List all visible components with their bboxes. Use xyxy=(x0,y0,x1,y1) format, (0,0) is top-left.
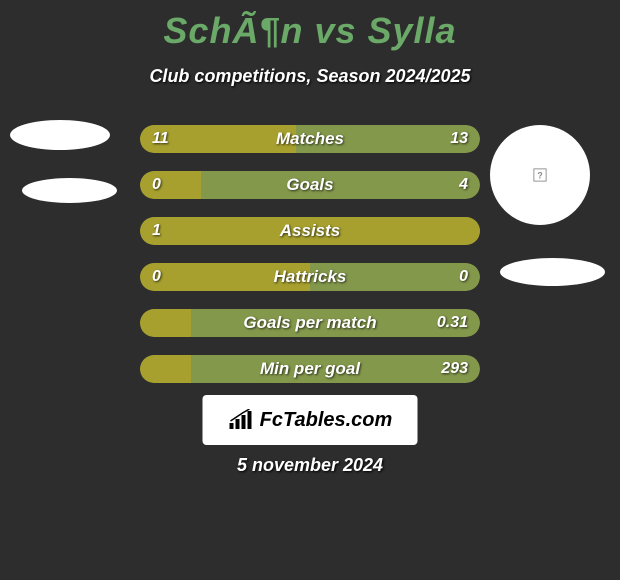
bar-value-right: 4 xyxy=(459,176,468,194)
bar-label: Goals per match xyxy=(243,313,376,333)
bar-value-left: 0 xyxy=(152,268,161,286)
footer-date: 5 november 2024 xyxy=(237,455,383,476)
player-right-shadow xyxy=(500,258,605,286)
stat-bar: Goals per match 0.31 xyxy=(140,309,480,337)
bar-label: Hattricks xyxy=(274,267,347,287)
bar-value-left: 0 xyxy=(152,176,161,194)
bar-left-fill xyxy=(140,309,191,337)
stat-bar: Assists 1 xyxy=(140,217,480,245)
page-title: SchÃ¶n vs Sylla xyxy=(0,0,620,52)
svg-text:?: ? xyxy=(537,171,542,181)
player-left-shadow xyxy=(22,178,117,203)
bar-value-right: 0 xyxy=(459,268,468,286)
player-right-avatar: ? xyxy=(490,125,590,225)
stat-bar: Goals 0 4 xyxy=(140,171,480,199)
bar-label: Assists xyxy=(280,221,340,241)
comparison-bars: Matches1113Goals04Assists1Hattricks00Goa… xyxy=(140,125,480,401)
placeholder-icon: ? xyxy=(533,168,547,182)
bar-left-fill xyxy=(140,171,201,199)
player-left-avatar xyxy=(10,120,110,150)
bar-label: Min per goal xyxy=(260,359,360,379)
bar-value-right: 13 xyxy=(450,130,468,148)
stat-bar: Hattricks 0 0 xyxy=(140,263,480,291)
page-subtitle: Club competitions, Season 2024/2025 xyxy=(0,66,620,87)
brand-chart-icon xyxy=(228,409,254,431)
stat-bar: Matches 11 13 xyxy=(140,125,480,153)
bar-left-fill xyxy=(140,355,191,383)
bar-label: Goals xyxy=(286,175,333,195)
stat-bar: Min per goal 293 xyxy=(140,355,480,383)
bar-value-right: 293 xyxy=(441,360,468,378)
bar-value-left: 1 xyxy=(152,222,161,240)
bar-value-right: 0.31 xyxy=(437,314,468,332)
bar-label: Matches xyxy=(276,129,344,149)
bar-value-left: 11 xyxy=(152,130,169,148)
brand-badge[interactable]: FcTables.com xyxy=(203,395,418,445)
brand-text: FcTables.com xyxy=(260,409,393,432)
